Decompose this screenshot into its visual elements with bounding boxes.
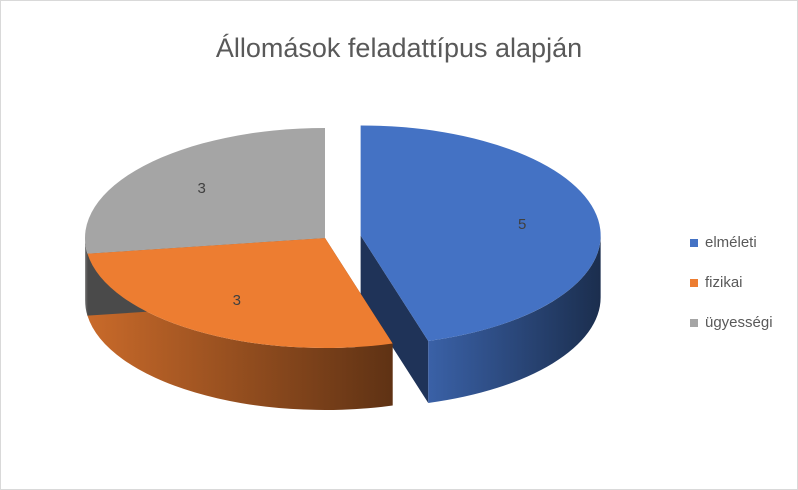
pie-tops <box>85 125 601 348</box>
slice-side <box>428 235 601 403</box>
legend-swatch <box>690 239 698 247</box>
legend-swatch <box>690 279 698 287</box>
pie-slice <box>85 127 325 254</box>
pie-slice <box>360 125 601 341</box>
chart-title: Állomások feladattípus alapján <box>216 33 582 63</box>
data-label: 3 <box>197 180 205 197</box>
legend-label: elméleti <box>705 234 757 251</box>
legend-label: fizikai <box>705 274 743 291</box>
data-label: 5 <box>518 216 526 233</box>
slice-side <box>85 238 88 316</box>
slice-cut-face <box>360 235 429 403</box>
data-label: 3 <box>233 292 241 309</box>
slice-side <box>87 253 393 410</box>
pie-slice <box>87 238 393 348</box>
legend-label: ügyességi <box>705 314 773 331</box>
legend-swatch <box>690 319 698 327</box>
